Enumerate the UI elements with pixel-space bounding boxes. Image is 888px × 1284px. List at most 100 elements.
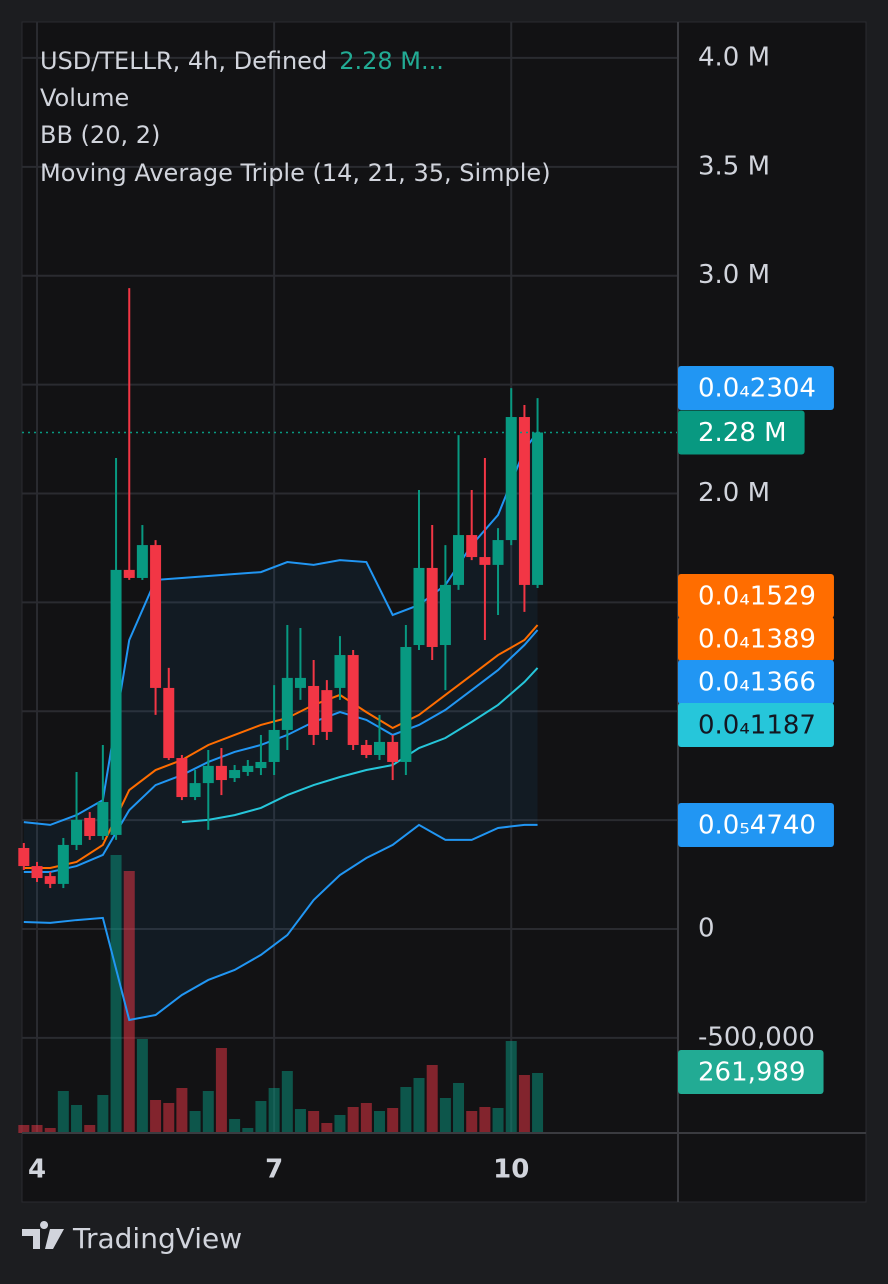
volume-bar [242, 1128, 254, 1133]
price-badge: 2.28 M [678, 410, 805, 455]
volume-bar [215, 1048, 227, 1133]
indicator-line [23, 823, 538, 1022]
volume-bar [413, 1078, 425, 1133]
candle-body [18, 847, 30, 867]
badge-bg [678, 617, 834, 661]
candle-body [136, 545, 148, 578]
candle-body [71, 819, 83, 845]
candle-body [189, 783, 201, 798]
brand: TradingView [22, 1221, 242, 1255]
volume-bar [44, 1128, 56, 1133]
candle-body [532, 432, 544, 585]
badge-label: 0.0₄1187 [698, 711, 816, 741]
volume-bar [281, 1071, 293, 1133]
volume-bar [84, 1125, 96, 1133]
x-tick-label: 4 [28, 1155, 46, 1185]
volume-bar [163, 1103, 175, 1133]
candle-body [255, 761, 267, 769]
candle-body [439, 584, 451, 646]
badge-label: 261,989 [698, 1058, 806, 1088]
candle-body [453, 535, 465, 585]
y-tick-label: 3.0 M [698, 260, 770, 290]
price-badge: 0.0₅4740 [678, 803, 834, 847]
indicator-line [181, 667, 539, 824]
candle-body [110, 569, 122, 835]
volume-bar [123, 871, 135, 1133]
badge-bg [678, 366, 834, 410]
badge-bg [678, 574, 834, 618]
volume-bar [453, 1083, 465, 1133]
volume-bar [321, 1123, 333, 1133]
axes: 4.0 M 3.5 M 3.0 M 2.0 M 0 -500,000 4 7 10 0.0₄230… [28, 42, 834, 1185]
volume-bar [466, 1111, 478, 1133]
candle-body [360, 744, 372, 756]
legend: USD/TELLR, 4h, Defined 2.28 M... Volume … [40, 47, 551, 187]
brand-name: TradingView [72, 1222, 242, 1255]
candle-body [84, 817, 96, 837]
volume-bar [479, 1107, 491, 1133]
candle-body [215, 765, 227, 781]
title-value: 2.28 M... [339, 47, 444, 75]
volume-bar [334, 1115, 346, 1133]
candle-body [400, 646, 412, 762]
y-tick-label: 4.0 M [698, 42, 770, 72]
badge-label: 0.0₄1389 [698, 625, 816, 655]
candle-body [321, 690, 333, 732]
volume-bar [360, 1103, 372, 1133]
band-fill [23, 432, 538, 1021]
x-tick-label: 10 [493, 1155, 529, 1185]
volume-bar [400, 1087, 412, 1133]
volume-bar [426, 1065, 438, 1133]
candle-body [97, 802, 109, 837]
y-tick-label: -500,000 [698, 1022, 815, 1052]
candle-body [57, 844, 69, 884]
legend-item: Moving Average Triple (14, 21, 35, Simpl… [40, 159, 551, 187]
volume-bar [294, 1109, 306, 1133]
y-tick-label: 0 [698, 913, 715, 943]
volume-bar [31, 1125, 43, 1133]
badge-bg [678, 703, 834, 747]
candle-body [466, 535, 478, 558]
candle-body [479, 557, 491, 565]
candle-body [505, 417, 517, 541]
badge-bg [678, 410, 805, 455]
candle-body [123, 569, 135, 578]
volume-bar [189, 1111, 201, 1133]
candle-body [229, 770, 241, 779]
volume-bar [150, 1100, 162, 1133]
brand-logo [22, 1221, 64, 1249]
candle-body [294, 677, 306, 688]
volume-bar [136, 1039, 148, 1133]
candle-body [308, 685, 320, 735]
legend-item: BB (20, 2) [40, 121, 160, 149]
price-badge: 0.0₄1366 [678, 660, 834, 704]
legend-item: Volume [40, 84, 129, 112]
volume-bar [387, 1108, 399, 1133]
badge-label: 0.0₅4740 [698, 811, 816, 841]
candle-body [242, 765, 254, 772]
candle-body [202, 765, 214, 784]
candle-body [268, 729, 280, 762]
volume-bar [18, 1125, 30, 1133]
price-badge: 0.0₄1529 [678, 574, 834, 618]
volume-bar [373, 1111, 385, 1133]
volume-bar [57, 1091, 69, 1133]
candle-body [413, 567, 425, 646]
y-tick-label: 2.0 M [698, 478, 770, 508]
badge-bg [678, 1050, 824, 1094]
volume-bar [71, 1105, 83, 1133]
candle-body [281, 677, 293, 730]
volume-bar [492, 1108, 504, 1133]
x-tick-label: 7 [265, 1155, 283, 1185]
candle-body [518, 417, 530, 585]
volume-bar [176, 1088, 188, 1133]
plot-area [18, 288, 678, 1133]
volume-bar [347, 1107, 359, 1133]
candle-body [31, 866, 43, 879]
candle-body [347, 655, 359, 745]
candle-body [492, 540, 504, 565]
badge-label: 2.28 M [698, 418, 787, 448]
badge-label: 0.0₄2304 [698, 374, 816, 404]
